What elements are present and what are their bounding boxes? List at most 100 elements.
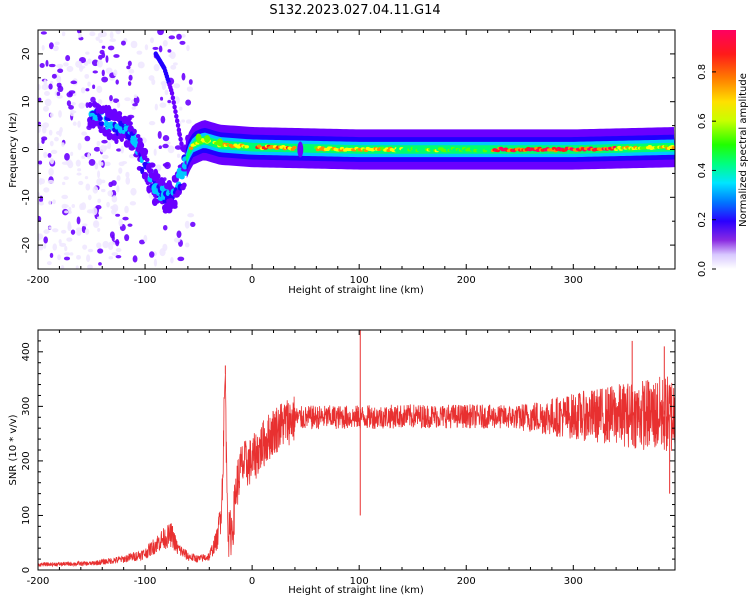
spectrogram-ridge-cell (114, 138, 119, 145)
spectrogram-noise-cell (51, 73, 57, 79)
spectrogram-ridge-cell (167, 183, 173, 191)
spectrogram-noise-cell (127, 60, 132, 67)
spectrogram-noise-cell (77, 120, 81, 128)
spectrogram-ridge-cell (181, 182, 187, 188)
spectrogram-noise-cell (48, 200, 52, 205)
spectrogram-noise-cell (107, 45, 115, 51)
spectrogram-xtick-label: 200 (457, 275, 476, 286)
spectrogram-noise-cell (96, 140, 101, 146)
spectrogram-ridge-cell (144, 157, 150, 162)
spectrogram-noise-cell (68, 104, 74, 110)
spectrogram-noise-cell (56, 75, 62, 83)
spectrogram-noise-cell (116, 101, 121, 109)
spectrogram-noise-cell (70, 80, 78, 85)
spectrogram-ridge-cell (107, 132, 113, 139)
spectrogram-noise-cell (132, 255, 138, 263)
spectrogram-noise-cell (144, 44, 149, 51)
spectrogram-noise-cell (168, 54, 174, 58)
spectrogram-noise-cell (69, 109, 75, 117)
spectrogram-noise-cell (84, 73, 90, 79)
spectrogram-noise-cell (84, 135, 91, 142)
spectrogram-branch-cell (180, 145, 185, 151)
spectrogram-noise-cell (97, 99, 103, 105)
chart-title: S132.2023.027.04.11.G14 (269, 3, 440, 18)
spectrogram-noise-cell (101, 45, 106, 49)
spectrogram-noise-cell (97, 227, 101, 232)
spectrogram-xtick-label: 300 (564, 275, 583, 286)
spectrogram-noise-cell (87, 152, 91, 160)
colorbar: 0.0 0.2 0.4 0.6 0.8 Normalized spectral ampl… (697, 30, 749, 277)
spectrogram-noise-cell (179, 40, 186, 45)
spectrogram-noise-cell (115, 79, 119, 85)
spectrogram-noise-cell (97, 170, 101, 179)
spectrogram-noise-cell (49, 252, 54, 259)
spectrogram-noise-cell (92, 84, 96, 90)
spectrogram-noise-cell (160, 96, 164, 101)
spectrogram-noise-cell (48, 129, 53, 136)
spectrogram-noise-cell (76, 216, 81, 225)
spectrogram-ytick-label: -10 (21, 189, 32, 205)
spectrogram-ytick-label: -20 (21, 237, 32, 253)
spectrogram-ridge-cell (160, 181, 165, 187)
spectrogram-noise-cell (96, 242, 102, 249)
snr-ytick-label: 400 (21, 342, 32, 361)
spectrogram-noise-cell (57, 68, 64, 74)
spectrogram-noise-cell (66, 65, 74, 73)
spectrogram-noise-cell (115, 247, 122, 253)
spectrogram-noise-cell (125, 171, 130, 178)
spectrogram-noise-cell (87, 248, 94, 253)
spectrogram-noise-cell (137, 61, 145, 69)
spectrogram-branch-cell (171, 99, 176, 105)
spectrogram-core-cell (292, 145, 297, 150)
spectrogram-branch-cell (177, 132, 182, 138)
spectrogram-noise-cell (176, 230, 182, 238)
spectrogram-noise-cell (112, 98, 120, 103)
spectrogram-noise-cell (99, 145, 107, 153)
spectrogram-noise-cell (125, 176, 131, 185)
spectrogram-noise-cell (43, 151, 48, 159)
spectrogram-noise-cell (47, 152, 52, 158)
spectrogram-noise-cell (85, 51, 90, 55)
spectrogram-noise-cell (81, 155, 86, 159)
spectrogram-noise-cell (181, 119, 186, 123)
spectrogram-noise-cell (104, 161, 111, 167)
spectrogram-core-cell (188, 146, 194, 150)
spectrogram-noise-cell (58, 110, 62, 118)
spectrogram-branch-cell (172, 104, 177, 110)
spectrogram-noise-cell (93, 146, 101, 152)
spectrogram-noise-cell (41, 44, 45, 51)
spectrogram-branch-cell (174, 113, 179, 119)
spectrogram-noise-cell (176, 153, 181, 159)
spectrogram-noise-cell (101, 76, 109, 83)
spectrogram-noise-cell (84, 175, 89, 180)
spectrogram-noise-cell (133, 96, 140, 104)
spectrogram-noise-cell (173, 83, 181, 89)
spectrogram-noise-cell (80, 87, 86, 94)
spectrogram-noise-cell (48, 83, 53, 90)
spectrogram-ridge-cell (132, 128, 137, 134)
spectrogram-ytick-label: 20 (21, 48, 32, 61)
spectrogram-noise-cell (38, 215, 42, 222)
spectrogram-noise-cell (143, 234, 148, 243)
spectrogram-noise-cell (173, 237, 181, 243)
spectrogram-noise-cell (38, 160, 43, 165)
spectrogram-noise-cell (63, 256, 71, 261)
spectrogram-noise-cell (162, 135, 170, 142)
spectrogram-noise-cell (97, 248, 104, 254)
spectrogram-noise-cell (120, 40, 126, 46)
spectrogram-noise-cell (64, 245, 68, 252)
spectrogram-noise-cell (121, 161, 128, 165)
spectrogram-noise-cell (109, 94, 113, 102)
spectrogram-noise-cell (102, 240, 109, 249)
spectrogram-noise-cell (61, 194, 69, 200)
spectrogram-noise-cell (92, 70, 98, 74)
spectrogram-noise-cell (48, 168, 54, 176)
snr-xtick-label: -200 (27, 576, 50, 587)
spectrogram-noise-cell (190, 221, 196, 228)
spectrogram-noise-cell (158, 145, 162, 150)
spectrogram-xlabel: Height of straight line (km) (288, 285, 424, 296)
spectrogram-noise-cell (70, 151, 74, 157)
spectrogram-noise-cell (78, 180, 84, 186)
spectrogram-noise-cell (68, 90, 76, 94)
